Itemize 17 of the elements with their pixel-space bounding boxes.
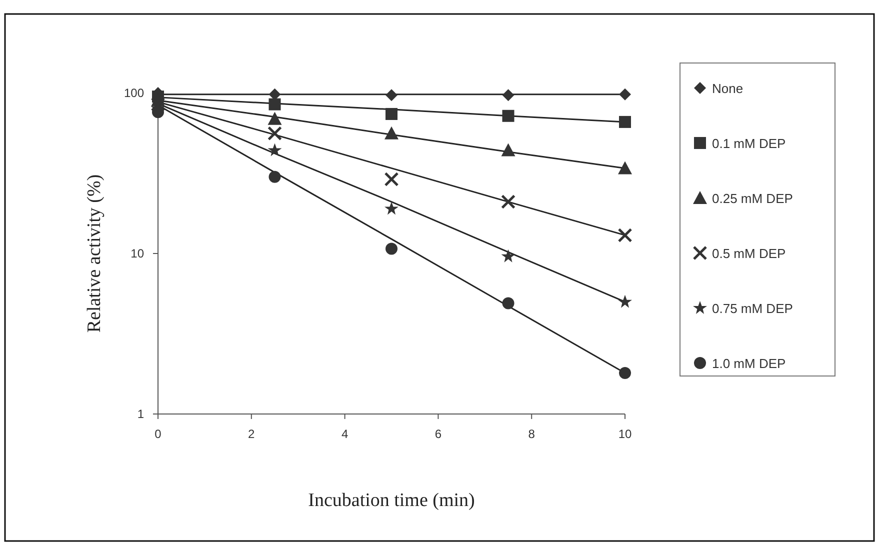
x-tick-label: 0 [154, 427, 162, 441]
x-axis-title: Incubation time (min) [308, 490, 475, 511]
x-tick-label: 4 [341, 427, 348, 441]
legend-label: 0.5 mM DEP [712, 246, 786, 261]
legend-label: 0.25 mM DEP [712, 191, 793, 206]
x-tick-label: 8 [528, 427, 536, 441]
y-tick-label: 100 [124, 86, 144, 100]
y-tick-label: 1 [137, 407, 144, 421]
y-tick-label: 10 [130, 246, 144, 260]
legend-label: 0.1 mM DEP [712, 136, 786, 151]
legend-label: None [712, 81, 744, 96]
x-tick-label: 6 [434, 427, 442, 441]
legend-label: 0.75 mM DEP [712, 301, 793, 316]
y-axis-title: Relative activity (%) [84, 174, 105, 333]
legend-label: 1.0 mM DEP [712, 356, 786, 371]
x-tick-label: 2 [248, 427, 256, 441]
x-tick-label: 10 [618, 427, 632, 441]
